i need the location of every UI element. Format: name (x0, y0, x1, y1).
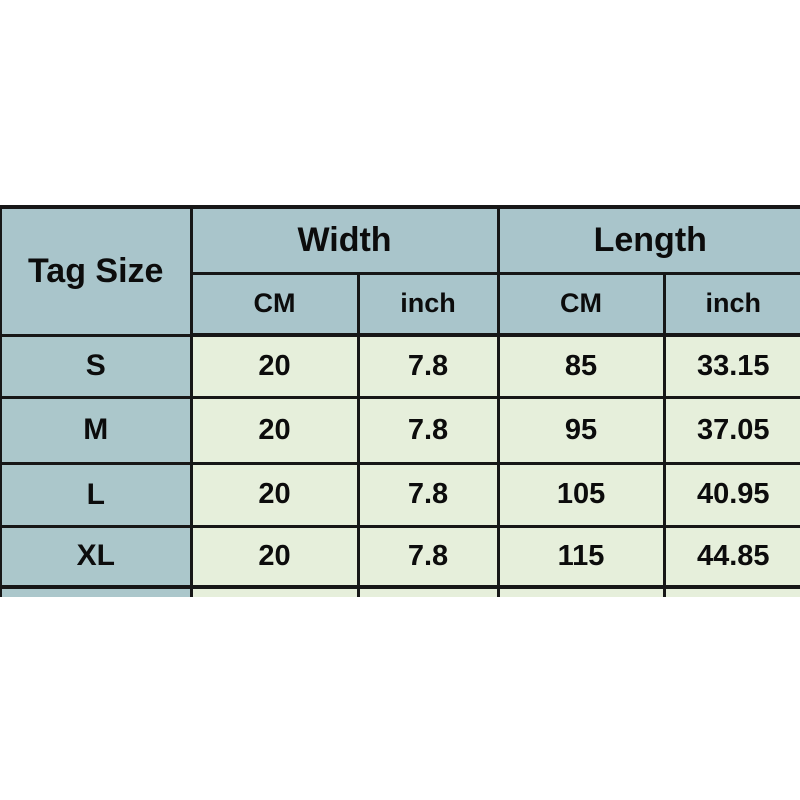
sub-header-row: CM inch CM inch (1, 271, 800, 337)
cutoff-strip-cell (356, 585, 500, 597)
length-cm-cell: 95 (496, 395, 666, 465)
length-inch-cell: 33.15 (662, 333, 800, 399)
table-row-m: M 20 7.8 95 37.05 (0, 395, 800, 465)
subheader-cell-length-cm: CM (496, 271, 666, 337)
length-inch-cell: 37.05 (662, 395, 800, 465)
subheader-cell-width-inch: inch (356, 271, 500, 337)
width-cm-cell: 20 (189, 461, 360, 528)
cutoff-strip-cell (662, 585, 800, 597)
width-inch-cell: 7.8 (356, 524, 500, 589)
length-cm-cell: 105 (496, 461, 666, 528)
cutoff-strip-cell (189, 585, 360, 597)
width-inch-cell: 7.8 (356, 333, 500, 399)
size-label-cell: XL (0, 524, 193, 589)
size-label-cell: S (0, 333, 193, 399)
table-row-s: S 20 7.8 85 33.15 (0, 333, 800, 399)
cutoff-strip-cell (496, 585, 666, 597)
width-cm-cell: 20 (189, 524, 360, 589)
subheader-cell-width-cm: CM (190, 271, 360, 337)
width-cm-cell: 20 (189, 395, 360, 465)
table-row-xl: XL 20 7.8 115 44.85 (0, 524, 800, 589)
table-row-l: L 20 7.8 105 40.95 (0, 461, 800, 528)
length-inch-cell: 44.85 (662, 524, 800, 589)
header-cell-length: Length (496, 205, 800, 275)
header-cell-width: Width (189, 205, 500, 275)
length-cm-cell: 85 (496, 333, 666, 399)
cutoff-strip-cell (0, 585, 193, 597)
cutoff-row-strip (0, 585, 800, 597)
length-cm-cell: 115 (496, 524, 666, 589)
size-chart-table: Tag Size Width Length CM inch CM inch S … (0, 205, 800, 597)
size-label-cell: M (0, 395, 193, 465)
subheader-cell-length-inch: inch (662, 271, 800, 337)
width-inch-cell: 7.8 (356, 395, 500, 465)
width-inch-cell: 7.8 (356, 461, 500, 528)
width-cm-cell: 20 (189, 333, 360, 399)
group-header-row: Tag Size Width Length (0, 205, 800, 337)
length-inch-cell: 40.95 (662, 461, 800, 528)
header-cell-tag-size: Tag Size (0, 205, 193, 337)
size-label-cell: L (0, 461, 193, 528)
